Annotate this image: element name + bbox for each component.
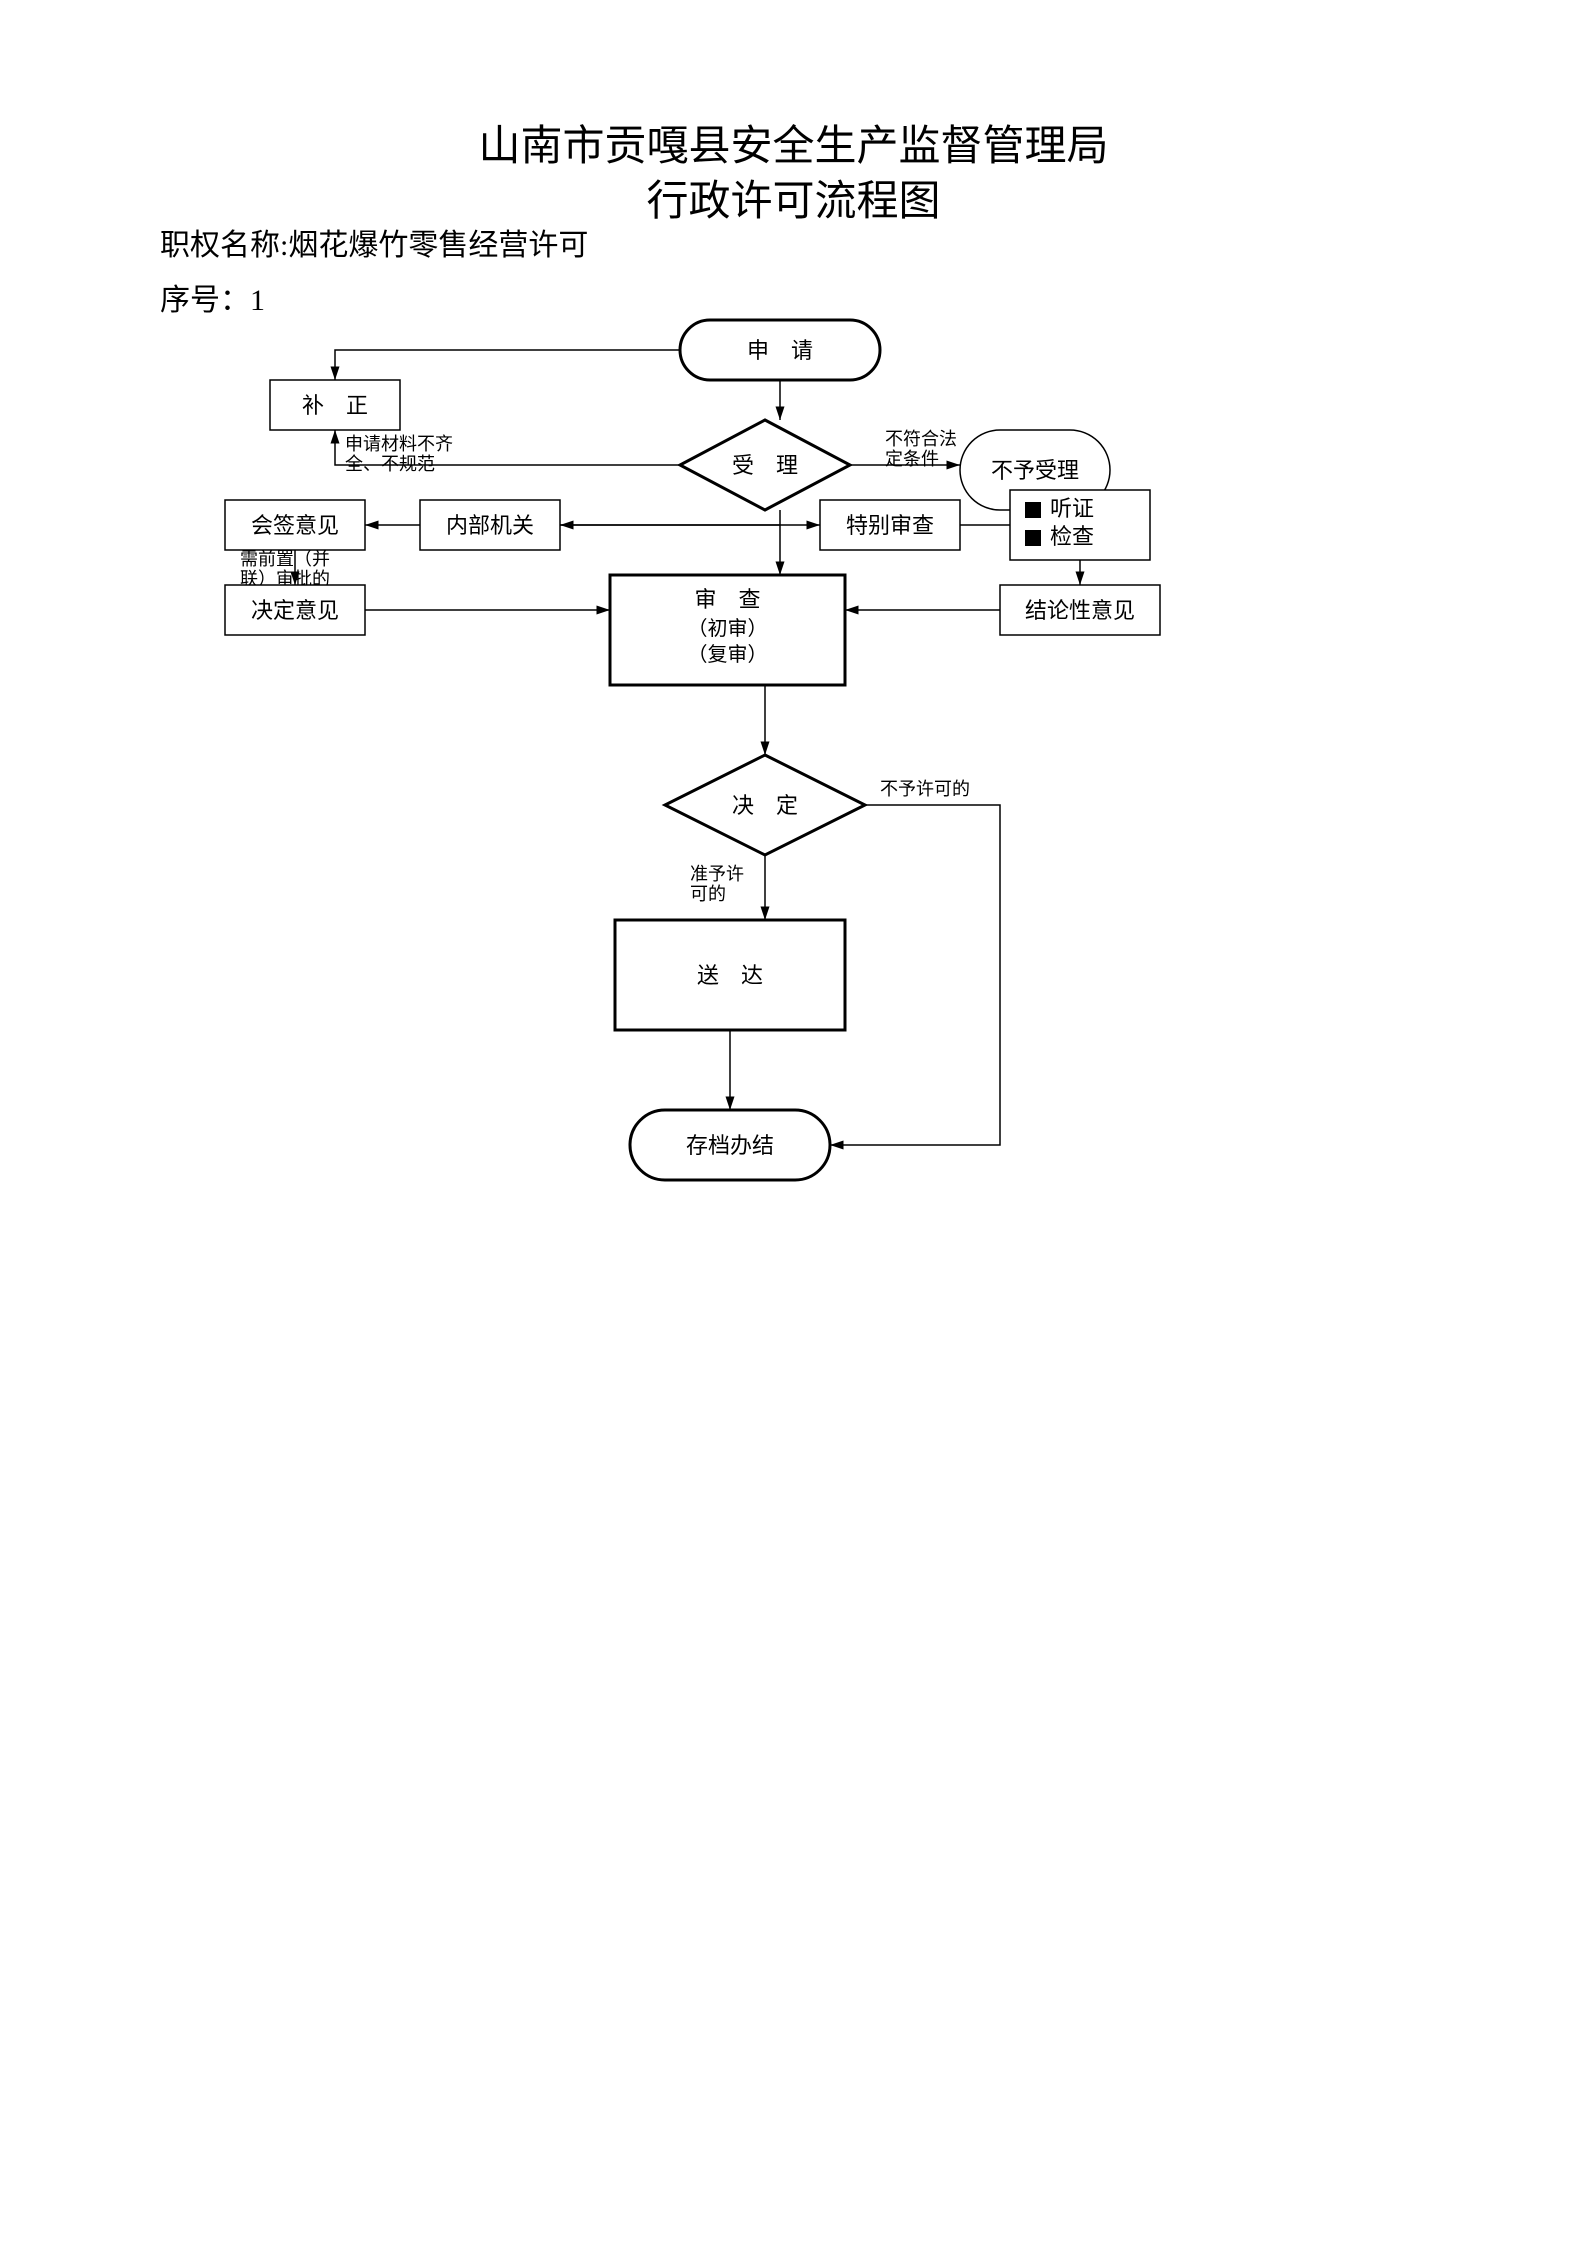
svg-text:补 正: 补 正 xyxy=(302,393,368,418)
flowchart-canvas: 申请材料不齐全、不规范不符合法定条件需前置（并联）审批的准予许可的不予许可的申 … xyxy=(0,0,1587,2245)
page-container: 山南市贡嘎县安全生产监督管理局 行政许可流程图 职权名称:烟花爆竹零售经营许可 … xyxy=(0,0,1587,2245)
svg-text:申 请: 申 请 xyxy=(747,338,813,363)
svg-text:听证: 听证 xyxy=(1050,496,1094,521)
svg-text:准予许: 准予许 xyxy=(690,864,744,884)
svg-text:会签意见: 会签意见 xyxy=(251,513,339,538)
svg-text:受 理: 受 理 xyxy=(732,453,798,478)
svg-text:不予受理: 不予受理 xyxy=(991,458,1079,483)
svg-text:审 查: 审 查 xyxy=(694,587,760,612)
svg-text:申请材料不齐: 申请材料不齐 xyxy=(345,434,453,454)
svg-text:定条件: 定条件 xyxy=(885,449,939,469)
svg-text:特别审查: 特别审查 xyxy=(846,513,934,538)
svg-text:不予许可的: 不予许可的 xyxy=(880,779,970,799)
svg-text:结论性意见: 结论性意见 xyxy=(1025,598,1135,623)
svg-text:存档办结: 存档办结 xyxy=(686,1133,774,1158)
svg-text:决 定: 决 定 xyxy=(732,793,798,818)
svg-text:送 达: 送 达 xyxy=(697,963,763,988)
svg-text:决定意见: 决定意见 xyxy=(251,598,339,623)
svg-text:（初审）: （初审） xyxy=(688,617,768,640)
svg-text:不符合法: 不符合法 xyxy=(885,429,957,449)
svg-text:内部机关: 内部机关 xyxy=(446,513,534,538)
svg-text:需前置（并: 需前置（并 xyxy=(240,549,330,569)
svg-text:检查: 检查 xyxy=(1050,524,1094,549)
svg-text:全、不规范: 全、不规范 xyxy=(345,454,435,474)
svg-text:可的: 可的 xyxy=(690,884,726,904)
svg-text:（复审）: （复审） xyxy=(688,643,768,666)
